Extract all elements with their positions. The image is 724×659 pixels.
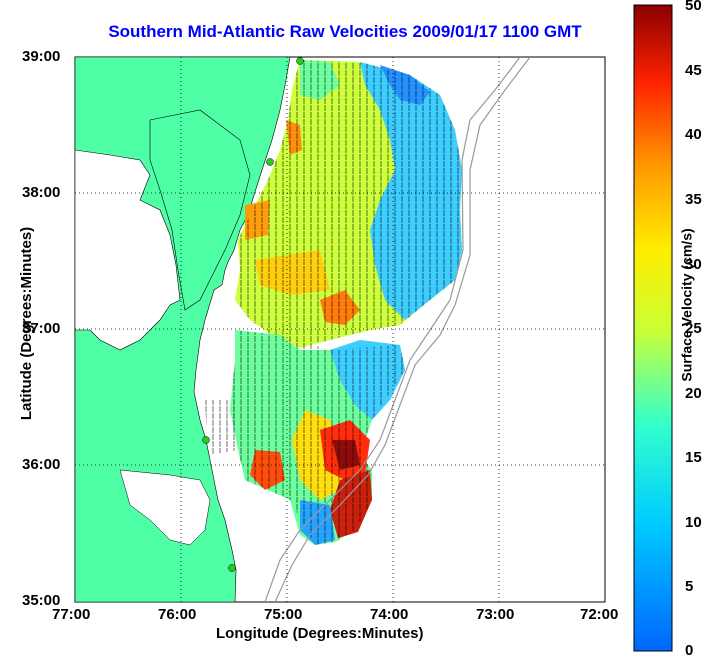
colorbar-tick: 10	[685, 514, 702, 531]
y-axis-label: Latitude (Degrees:Minutes)	[18, 226, 36, 421]
chesapeake-bay	[75, 149, 181, 351]
x-tick: 74:00	[370, 606, 409, 623]
colorbar-label: Surface Velocity (cm/s)	[678, 228, 695, 382]
colorbar-tick: 50	[685, 0, 702, 14]
y-tick: 39:00	[22, 48, 61, 65]
station-marker	[296, 57, 304, 65]
station-marker	[228, 564, 236, 572]
colorbar-tick: 35	[685, 191, 702, 208]
velocity-vectors	[205, 60, 462, 545]
colorbar-tick: 40	[685, 126, 702, 143]
x-tick: 72:00	[580, 606, 619, 623]
colorbar-tick: 30	[685, 256, 702, 273]
x-tick: 77:00	[52, 606, 91, 623]
colorbar-tick: 5	[685, 578, 694, 595]
albemarle-sound	[119, 469, 211, 546]
map-title: Southern Mid-Atlantic Raw Velocities 200…	[108, 22, 582, 41]
station-marker	[202, 436, 210, 444]
x-tick: 75:00	[264, 606, 303, 623]
y-tick: 36:00	[22, 456, 61, 473]
y-tick: 37:00	[22, 320, 61, 337]
station-marker	[266, 158, 274, 166]
y-tick: 38:00	[22, 184, 61, 201]
x-axis-label: Longitude (Degrees:Minutes)	[216, 625, 424, 642]
colorbar-tick: 15	[685, 449, 702, 466]
x-tick: 73:00	[476, 606, 515, 623]
colorbar-tick: 45	[685, 62, 702, 79]
y-tick: 35:00	[22, 592, 61, 609]
colorbar-tick: 20	[685, 385, 702, 402]
delmarva-peninsula	[149, 109, 251, 311]
bathymetry-contours	[264, 57, 531, 602]
colorbar-tick: 0	[685, 642, 694, 659]
grid-lines	[75, 57, 605, 602]
radar-stations	[202, 57, 304, 572]
x-tick: 76:00	[158, 606, 197, 623]
colorbar-tick: 25	[685, 320, 702, 337]
colorbar	[633, 4, 673, 652]
